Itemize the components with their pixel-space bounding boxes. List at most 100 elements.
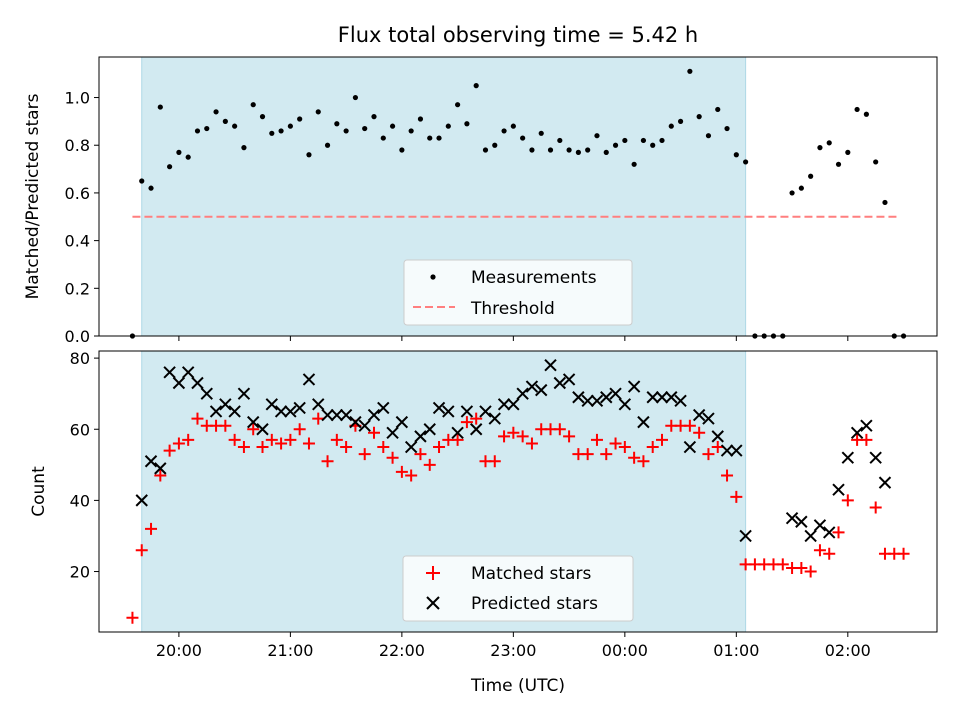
matched-star-point	[154, 469, 167, 482]
predicted-star-point	[228, 405, 241, 418]
matched-star-point	[293, 423, 306, 436]
top-ytick-label: 0.4	[65, 232, 90, 251]
bottom-y-ticks: 20 40 60 80	[70, 349, 99, 582]
predicted-star-point	[720, 444, 734, 457]
matched-star-point	[358, 448, 371, 461]
measurement-point	[566, 147, 572, 153]
measurement-point	[148, 185, 154, 191]
predicted-star-point	[488, 412, 501, 425]
matched-star-point	[135, 544, 148, 557]
measurement-point	[213, 109, 219, 115]
matched-star-point	[302, 437, 315, 450]
predicted-star-point	[274, 405, 288, 418]
predicted-star-point	[293, 401, 306, 415]
measurement-point	[417, 116, 424, 122]
measurement-point	[259, 114, 266, 120]
top-panel: 0.0 0.2 0.4 0.6 0.8 1.0 Matched/Predicted sta…	[23, 56, 938, 346]
matched-star-point	[377, 441, 390, 454]
matched-star-point	[869, 501, 882, 514]
matched-star-point	[265, 433, 278, 446]
predicted-star-point	[451, 426, 464, 440]
matched-stars-series	[126, 412, 910, 624]
matched-star-point	[126, 611, 139, 624]
matched-star-point	[275, 437, 288, 450]
legend-predicted-marker	[426, 596, 440, 610]
measurement-point	[324, 142, 331, 148]
measurement-point	[436, 135, 442, 141]
predicted-star-point	[479, 405, 492, 418]
measurement-point	[715, 106, 721, 113]
predicted-star-point	[813, 519, 827, 532]
measurement-point	[464, 121, 470, 127]
matched-star-point	[776, 558, 789, 571]
matched-star-point	[804, 565, 817, 578]
predicted-star-point	[181, 366, 195, 379]
matched-star-point	[711, 441, 724, 454]
predicted-star-point	[237, 387, 251, 400]
predicted-star-point	[284, 405, 297, 418]
predicted-star-point	[795, 515, 808, 528]
bottom-y-axis-label: Count	[29, 466, 49, 517]
predicted-star-point	[377, 401, 390, 415]
measurement-point	[743, 159, 749, 165]
measurement-point	[167, 164, 173, 170]
legend-threshold-label: Threshold	[470, 299, 555, 319]
legend-matched-label: Matched stars	[471, 564, 591, 584]
predicted-star-point	[302, 373, 316, 386]
predicted-star-point	[256, 423, 269, 436]
matched-star-point	[340, 441, 353, 454]
measurement-point	[557, 137, 563, 144]
predicted-star-point	[367, 408, 381, 422]
predicted-star-point	[646, 391, 659, 404]
matched-star-point	[832, 526, 845, 539]
measurement-point	[269, 130, 275, 136]
predicted-star-point	[618, 398, 632, 411]
predicted-star-point	[562, 373, 576, 386]
predicted-star-point	[349, 415, 362, 429]
matched-star-point	[460, 416, 473, 429]
measurement-point	[389, 123, 396, 129]
predicted-star-point	[507, 398, 520, 411]
measurement-point	[492, 142, 498, 148]
predicted-star-point	[312, 398, 325, 411]
predicted-star-point	[497, 398, 511, 411]
measurement-point	[798, 185, 804, 191]
matched-star-point	[628, 451, 641, 464]
measurement-point	[696, 114, 702, 120]
measurement-point	[873, 159, 879, 165]
bottom-ytick-label: 40	[70, 491, 90, 510]
measurement-point	[315, 109, 321, 115]
matched-star-point	[553, 423, 566, 436]
measurement-point	[306, 152, 312, 158]
measurement-point	[371, 114, 377, 120]
measurement-point	[445, 123, 451, 129]
predicted-star-point	[404, 440, 418, 454]
measurement-point	[705, 133, 712, 139]
predicted-star-point	[627, 380, 641, 393]
top-legend: Measurements Threshold	[403, 259, 633, 326]
predicted-star-point	[711, 430, 724, 443]
measurement-point	[455, 102, 461, 108]
predicted-star-point	[144, 455, 158, 468]
measurement-point	[362, 125, 368, 132]
bottom-legend: Matched stars Predicted stars	[402, 555, 634, 622]
measurement-point	[687, 68, 693, 74]
legend-predicted-label: Predicted stars	[471, 594, 598, 614]
measurement-point	[863, 111, 869, 117]
predicted-star-point	[637, 415, 650, 429]
top-axes-frame	[98, 56, 938, 337]
bottom-xtick-label: 22:00	[379, 641, 425, 660]
matched-star-point	[367, 426, 380, 439]
measurement-point	[194, 128, 201, 134]
matched-star-point	[721, 469, 734, 482]
matched-star-point	[600, 448, 613, 461]
predicted-star-point	[135, 494, 148, 507]
figure-title: Flux total observing time = 5.42 h	[338, 23, 698, 47]
matched-star-point	[646, 441, 659, 454]
matched-star-point	[284, 433, 297, 446]
measurement-point	[817, 145, 823, 151]
matched-star-point	[516, 430, 529, 443]
matched-star-point	[507, 426, 520, 439]
predicted-star-point	[525, 380, 539, 393]
predicted-star-point	[432, 401, 446, 415]
